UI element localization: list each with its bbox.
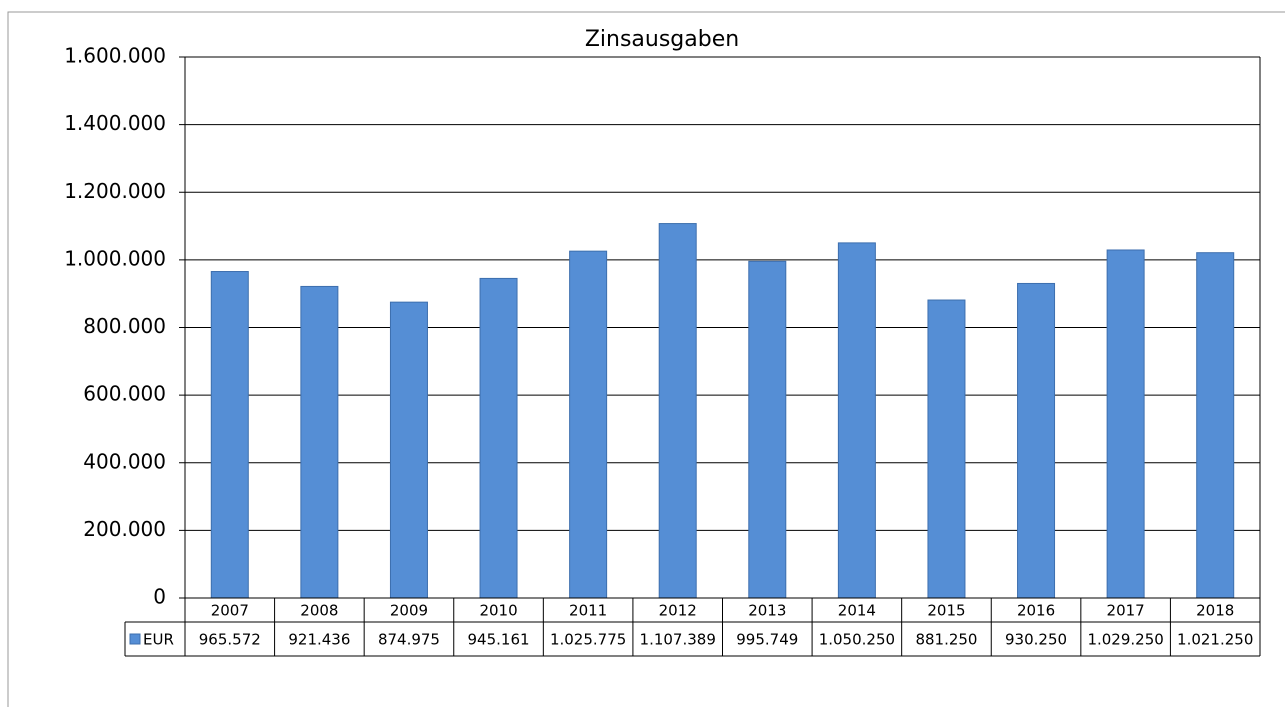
x-tick-label: 2012 <box>659 602 697 620</box>
x-tick-label: 2011 <box>569 602 607 620</box>
legend-swatch <box>129 633 141 645</box>
data-table-value: 945.161 <box>468 631 530 649</box>
data-table-value: 921.436 <box>288 631 350 649</box>
bar <box>389 301 428 599</box>
y-tick-label: 0 <box>153 585 166 609</box>
y-tick-label: 800.000 <box>83 314 166 338</box>
x-tick-label: 2015 <box>927 602 965 620</box>
y-tick-label: 1.600.000 <box>64 44 166 68</box>
bar <box>837 242 876 599</box>
x-tick-label: 2013 <box>748 602 786 620</box>
data-table-value: 881.250 <box>915 631 977 649</box>
bar <box>1196 252 1235 599</box>
x-tick-label: 2010 <box>479 602 517 620</box>
data-table-value: 1.029.250 <box>1087 631 1163 649</box>
x-tick-label: 2007 <box>211 602 249 620</box>
y-tick-label: 1.000.000 <box>64 246 166 270</box>
y-tick-label: 1.200.000 <box>64 179 166 203</box>
y-tick-label: 200.000 <box>83 517 166 541</box>
legend-label: EUR <box>143 631 174 649</box>
y-tick-label: 1.400.000 <box>64 111 166 135</box>
x-tick-label: 2014 <box>838 602 876 620</box>
bar <box>300 285 339 599</box>
bar <box>927 299 966 599</box>
bar <box>1017 282 1056 599</box>
bar <box>658 223 697 599</box>
data-table-value: 995.749 <box>736 631 798 649</box>
data-table-value: 1.021.250 <box>1177 631 1253 649</box>
y-tick-label: 400.000 <box>83 449 166 473</box>
bar <box>210 271 249 599</box>
data-table-value: 965.572 <box>199 631 261 649</box>
data-table-value: 1.050.250 <box>819 631 895 649</box>
y-tick-label: 600.000 <box>83 382 166 406</box>
bar <box>1106 249 1145 599</box>
chart-title: Zinsausgaben <box>585 27 739 52</box>
x-tick-label: 2017 <box>1107 602 1145 620</box>
data-table-value: 1.107.389 <box>640 631 716 649</box>
data-table-value: 874.975 <box>378 631 440 649</box>
bar <box>748 260 787 599</box>
chart-frame <box>7 11 1285 707</box>
x-tick-label: 2016 <box>1017 602 1055 620</box>
x-tick-label: 2009 <box>390 602 428 620</box>
bar <box>569 250 608 599</box>
x-tick-label: 2018 <box>1196 602 1234 620</box>
data-table-value: 930.250 <box>1005 631 1067 649</box>
data-table-value: 1.025.775 <box>550 631 626 649</box>
bar <box>479 277 518 599</box>
x-tick-label: 2008 <box>300 602 338 620</box>
